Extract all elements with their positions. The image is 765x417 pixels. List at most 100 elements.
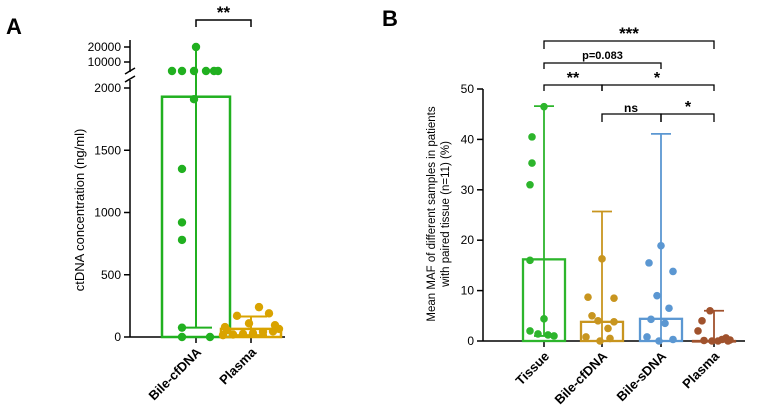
- data-point: [610, 294, 618, 302]
- panel-b-y-axis-label-line1: Mean MAF of different samples in patient…: [426, 106, 438, 321]
- panel-a-label: A: [6, 14, 22, 39]
- data-point: [526, 180, 534, 189]
- data-point: [606, 334, 614, 343]
- x-tick-label: Bile-cfDNA: [551, 348, 610, 407]
- data-point: [550, 332, 558, 340]
- data-point: [244, 319, 254, 328]
- panel-a: A ctDNA concentration (ng/ml) 0 500 1000 15…: [6, 3, 285, 403]
- data-point: [598, 255, 606, 263]
- data-point: [706, 306, 714, 315]
- y-tick-label-broken: 10000: [88, 55, 122, 69]
- data-point: [665, 304, 673, 313]
- y-tick-label: 10: [461, 284, 475, 298]
- data-point: [700, 336, 708, 345]
- data-point: [220, 322, 230, 332]
- data-point: [544, 331, 552, 339]
- significance-label: *: [685, 99, 692, 116]
- data-point: [177, 164, 187, 174]
- data-point: [528, 133, 536, 141]
- significance-label: *: [654, 70, 661, 87]
- data-point: [604, 324, 612, 333]
- data-point: [209, 66, 219, 76]
- data-point: [528, 159, 536, 167]
- data-point: [655, 337, 663, 345]
- y-tick-label: 500: [101, 268, 121, 282]
- data-point: [584, 293, 592, 301]
- data-point: [189, 66, 199, 76]
- significance-label: **: [567, 70, 580, 87]
- panel-a-marks: **: [160, 3, 284, 342]
- data-point: [714, 337, 722, 345]
- data-point: [540, 315, 548, 323]
- significance-label: ns: [624, 101, 638, 115]
- data-point: [610, 318, 618, 326]
- data-point: [228, 330, 238, 339]
- data-point: [594, 317, 602, 325]
- significance-bracket: [601, 113, 662, 122]
- data-point: [167, 66, 177, 76]
- data-point: [647, 315, 655, 324]
- data-point: [254, 302, 264, 312]
- y-tick-label: 50: [461, 82, 475, 96]
- y-tick-label: 1500: [94, 143, 121, 157]
- y-tick-label: 20: [461, 233, 475, 247]
- y-tick-label: 40: [461, 132, 475, 146]
- significance-label: p=0.083: [582, 50, 623, 62]
- significance-bracket: [543, 40, 715, 49]
- data-point: [653, 291, 661, 300]
- data-point: [694, 327, 702, 335]
- panel-b-marks: ***p=0.083** *ns *: [521, 24, 737, 345]
- data-point: [643, 333, 651, 341]
- data-point: [189, 95, 199, 104]
- x-tick-label: Bile-cfDNA: [145, 344, 204, 403]
- data-point: [177, 235, 187, 245]
- data-point: [177, 332, 187, 342]
- significance-label: **: [217, 3, 231, 22]
- data-point: [238, 329, 248, 339]
- y-tick-label-broken: 20000: [88, 40, 122, 54]
- y-tick-label: 2000: [94, 81, 121, 95]
- axis-break-mark: [124, 67, 136, 75]
- data-point: [588, 312, 596, 320]
- y-tick-label: 0: [467, 334, 474, 348]
- data-point: [582, 333, 590, 341]
- data-point: [205, 332, 215, 342]
- data-point: [258, 327, 268, 337]
- x-tick-label: Plasma: [679, 348, 722, 391]
- data-point: [724, 337, 732, 345]
- panel-b-y-axis-label-line2: with paired tissue (n=11) (%): [440, 141, 452, 288]
- data-point: [661, 319, 669, 328]
- y-tick-label: 1000: [94, 206, 121, 220]
- data-point: [540, 102, 548, 111]
- data-point: [669, 335, 677, 344]
- data-point: [698, 317, 706, 325]
- significance-bracket: [660, 113, 715, 122]
- data-point: [526, 327, 534, 335]
- data-point: [657, 241, 665, 250]
- data-point: [669, 267, 677, 276]
- panel-a-y-axis-label: ctDNA concentration (ng/ml): [72, 129, 87, 292]
- data-point: [534, 330, 542, 338]
- data-point: [708, 337, 716, 345]
- significance-bracket: [543, 62, 662, 69]
- significance-bracket: [195, 19, 252, 27]
- significance-bracket: [601, 84, 715, 91]
- x-tick-label: Plasma: [216, 344, 259, 387]
- axis-break-mark: [124, 75, 136, 83]
- data-point: [201, 66, 211, 76]
- data-point: [645, 259, 653, 267]
- data-point: [270, 320, 280, 330]
- data-point: [596, 337, 604, 345]
- y-tick-label: 30: [461, 183, 475, 197]
- x-tick-label: Bile-sDNA: [614, 348, 670, 404]
- data-point: [177, 66, 187, 76]
- panel-b: B Mean MAF of different samples in patie…: [382, 6, 745, 407]
- data-point: [177, 323, 187, 332]
- data-point: [177, 218, 187, 227]
- y-tick-label: 0: [114, 330, 121, 344]
- data-point: [191, 42, 201, 52]
- panel-b-label: B: [382, 6, 398, 31]
- data-point: [526, 256, 534, 265]
